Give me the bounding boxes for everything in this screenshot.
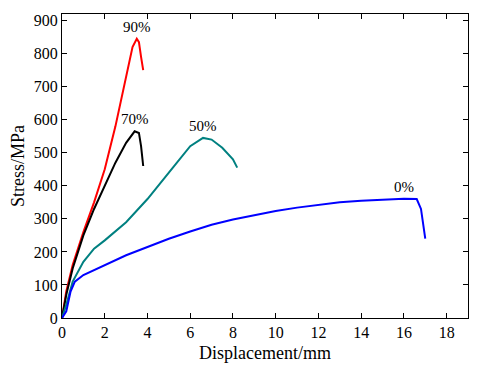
svg-text:8: 8 bbox=[229, 324, 237, 341]
svg-text:400: 400 bbox=[34, 177, 58, 194]
svg-text:0%: 0% bbox=[394, 179, 414, 195]
svg-text:900: 900 bbox=[34, 12, 58, 29]
svg-text:300: 300 bbox=[34, 210, 58, 227]
svg-text:700: 700 bbox=[34, 78, 58, 95]
svg-text:18: 18 bbox=[439, 324, 455, 341]
svg-text:100: 100 bbox=[34, 277, 58, 294]
svg-text:500: 500 bbox=[34, 144, 58, 161]
svg-text:0: 0 bbox=[58, 324, 66, 341]
svg-text:6: 6 bbox=[186, 324, 194, 341]
svg-text:800: 800 bbox=[34, 45, 58, 62]
svg-text:600: 600 bbox=[34, 111, 58, 128]
svg-text:Displacement/mm: Displacement/mm bbox=[199, 343, 331, 363]
svg-text:50%: 50% bbox=[189, 118, 217, 134]
svg-text:70%: 70% bbox=[121, 111, 149, 127]
svg-text:90%: 90% bbox=[123, 19, 151, 35]
svg-text:200: 200 bbox=[34, 244, 58, 261]
svg-text:16: 16 bbox=[396, 324, 412, 341]
svg-text:4: 4 bbox=[143, 324, 151, 341]
svg-text:Stress/MPa: Stress/MPa bbox=[8, 125, 28, 207]
svg-text:0: 0 bbox=[50, 310, 58, 327]
svg-text:10: 10 bbox=[268, 324, 284, 341]
svg-text:12: 12 bbox=[310, 324, 326, 341]
svg-text:14: 14 bbox=[353, 324, 369, 341]
svg-text:2: 2 bbox=[101, 324, 109, 341]
